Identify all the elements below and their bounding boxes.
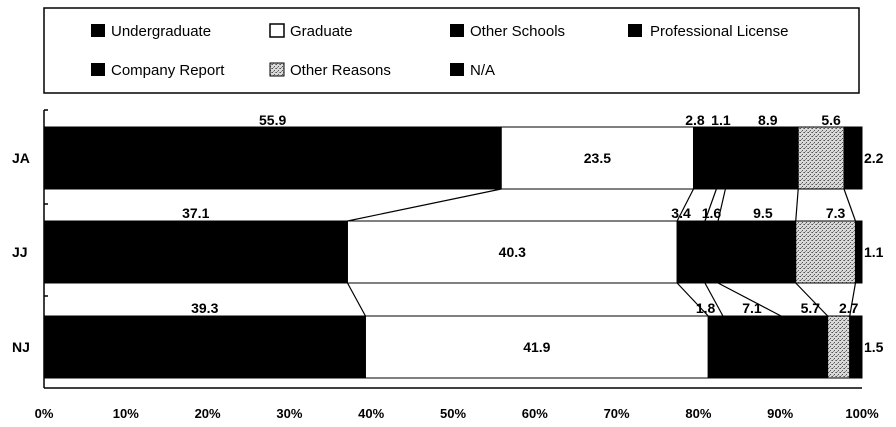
value-label-graduate-ja: 23.5: [584, 150, 611, 166]
bar-other-schools-nj: [707, 315, 724, 379]
x-tick-label: 10%: [113, 406, 139, 421]
value-label-undergraduate-jj: 37.1: [182, 205, 209, 221]
x-tick-label: 50%: [440, 406, 466, 421]
value-label-professional-license-ja: 1.1: [711, 112, 731, 128]
value-label-undergraduate-nj: 39.3: [191, 300, 218, 316]
x-tick-label: 40%: [358, 406, 384, 421]
value-label-other-schools-nj: 1.8: [696, 300, 716, 316]
legend: Undergraduate Graduate Other Schools Pro…: [43, 7, 860, 94]
connector-line: [795, 282, 829, 317]
bar-professional-license-ja: [715, 126, 726, 190]
value-label-company-report-ja: 8.9: [758, 112, 778, 128]
connector-line: [849, 282, 857, 317]
legend-label-professional-license: Professional License: [650, 23, 788, 40]
legend-swatch-company-report: [91, 63, 105, 76]
bar-graduate-nj: [364, 315, 709, 379]
category-labels: JA JJ NJ: [12, 150, 30, 355]
bar-na-nj: [849, 315, 863, 379]
connector-line: [347, 188, 502, 222]
x-tick-labels: 0% 10% 20% 30% 40% 50% 60% 70% 80% 90% 100%: [35, 406, 879, 421]
connector-line: [346, 282, 367, 317]
connector-line: [676, 188, 695, 222]
x-tick-label: 30%: [276, 406, 302, 421]
value-labels: 55.9 23.5 2.8 1.1 8.9 5.6 2.2 37.1 40.3 3.4 1.6 9.5…: [182, 112, 884, 355]
bar-undergraduate-jj: [43, 220, 348, 284]
bar-company-report-jj: [717, 220, 797, 284]
bar-company-report-ja: [724, 126, 799, 190]
legend-swatch-na: [450, 63, 464, 76]
value-label-company-report-nj: 5.7: [801, 300, 821, 316]
value-label-other-reasons-nj: 2.7: [839, 300, 859, 316]
value-label-na-jj: 1.1: [864, 244, 884, 260]
value-label-other-reasons-ja: 5.6: [821, 112, 841, 128]
value-label-professional-license-nj: 7.1: [742, 300, 762, 316]
connector-lines: [346, 188, 857, 317]
legend-swatch-undergraduate: [91, 24, 105, 37]
x-tick-label: 60%: [522, 406, 548, 421]
bar-professional-license-jj: [704, 220, 719, 284]
x-tick-label: 100%: [845, 406, 879, 421]
x-tick-label: 0%: [35, 406, 54, 421]
x-tick-label: 70%: [604, 406, 630, 421]
legend-swatch-other-reasons: [269, 62, 285, 77]
bar-undergraduate-ja: [43, 126, 502, 190]
value-label-graduate-nj: 41.9: [523, 339, 550, 355]
bar-professional-license-nj: [722, 315, 782, 379]
connector-line: [704, 188, 717, 222]
bar-na-ja: [843, 126, 863, 190]
connector-line: [843, 188, 857, 222]
category-label-ja: JA: [12, 150, 30, 166]
bar-other-schools-ja: [692, 126, 717, 190]
bar-other-reasons-ja: [797, 126, 845, 190]
bar-graduate-ja: [500, 126, 694, 190]
value-label-na-nj: 1.5: [864, 339, 884, 355]
value-label-other-schools-ja: 2.8: [685, 112, 705, 128]
legend-swatch-other-schools: [450, 24, 464, 37]
x-tick-label: 80%: [685, 406, 711, 421]
legend-swatch-professional-license: [628, 24, 642, 37]
value-label-other-schools-jj: 3.4: [671, 205, 691, 221]
bar-undergraduate-nj: [43, 315, 366, 379]
legend-label-graduate: Graduate: [290, 23, 353, 40]
value-label-professional-license-jj: 1.6: [702, 205, 722, 221]
connector-line: [717, 282, 782, 317]
bar-company-report-nj: [780, 315, 829, 379]
connector-line: [717, 188, 726, 222]
bar-graduate-jj: [346, 220, 678, 284]
category-label-jj: JJ: [12, 244, 28, 260]
legend-label-other-reasons: Other Reasons: [290, 62, 391, 79]
category-label-nj: NJ: [12, 339, 30, 355]
value-label-undergraduate-ja: 55.9: [259, 112, 286, 128]
value-label-graduate-jj: 40.3: [499, 244, 526, 260]
bar-segments: [43, 126, 863, 379]
bar-other-reasons-jj: [795, 220, 856, 284]
value-label-company-report-jj: 9.5: [753, 205, 773, 221]
x-tick-label: 20%: [195, 406, 221, 421]
value-label-other-reasons-jj: 7.3: [826, 205, 846, 221]
bar-na-jj: [854, 220, 863, 284]
value-label-na-ja: 2.2: [864, 150, 884, 166]
legend-label-company-report: Company Report: [111, 62, 225, 79]
x-tick-label: 90%: [767, 406, 793, 421]
legend-label-na: N/A: [470, 62, 495, 79]
connector-line: [795, 188, 799, 222]
legend-box: [43, 7, 860, 94]
legend-label-other-schools: Other Schools: [470, 23, 565, 40]
legend-swatch-graduate: [269, 23, 285, 38]
legend-label-undergraduate: Undergraduate: [111, 23, 211, 40]
bar-other-schools-jj: [676, 220, 706, 284]
connector-line: [676, 282, 709, 317]
connector-line: [704, 282, 724, 317]
bar-other-reasons-nj: [827, 315, 851, 379]
